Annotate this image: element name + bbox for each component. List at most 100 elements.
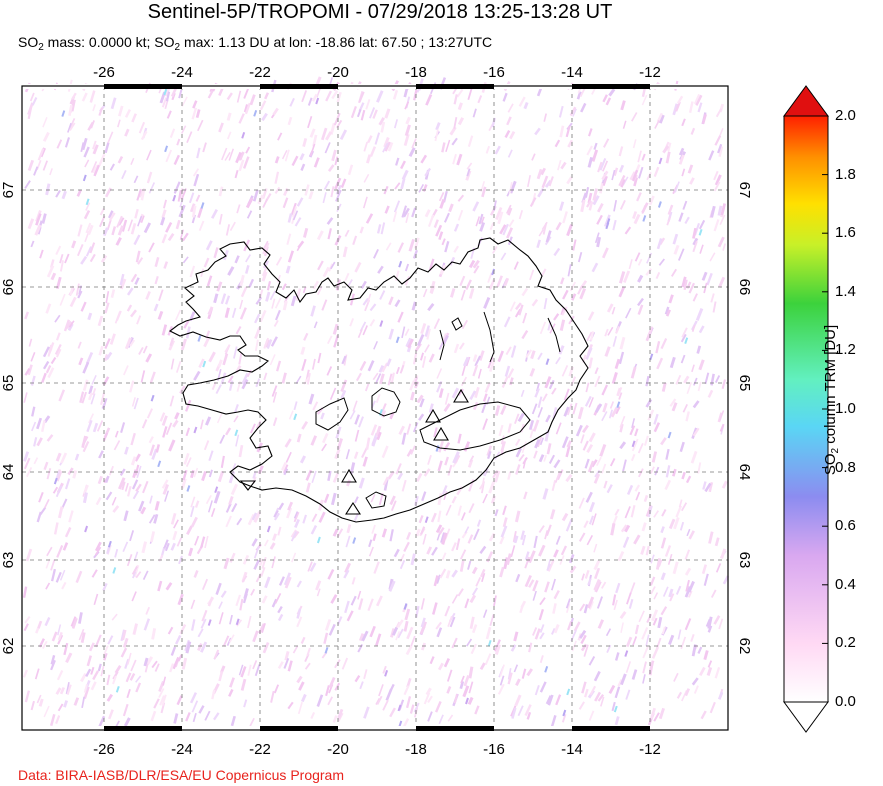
so2-pixel (41, 213, 47, 224)
so2-pixel (273, 319, 279, 327)
so2-pixel (190, 496, 196, 508)
so2-pixel (686, 381, 693, 395)
so2-pixel (457, 117, 465, 126)
so2-pixel (608, 409, 614, 419)
so2-pixel (381, 445, 389, 459)
so2-pixel (330, 261, 336, 270)
so2-pixel (580, 643, 588, 652)
so2-pixel (252, 630, 259, 643)
so2-pixel (678, 147, 685, 156)
so2-pixel (712, 301, 717, 313)
so2-pixel (616, 401, 621, 409)
so2-pixel (616, 387, 621, 397)
so2-pixel (227, 131, 232, 140)
so2-pixel (650, 466, 655, 474)
so2-pixel (548, 454, 555, 464)
so2-pixel (63, 642, 69, 656)
so2-pixel (112, 505, 120, 513)
so2-pixel (534, 628, 541, 640)
so2-pixel (195, 194, 201, 202)
so2-pixel (186, 485, 191, 492)
so2-pixel (374, 132, 381, 145)
so2-pixel (323, 180, 331, 191)
so2-pixel (699, 244, 704, 254)
so2-pixel (524, 551, 530, 561)
so2-pixel (336, 438, 343, 450)
so2-pixel (657, 201, 662, 208)
so2-pixel (714, 537, 720, 547)
so2-pixel (469, 594, 477, 604)
so2-pixel (164, 542, 170, 552)
so2-pixel (502, 223, 509, 236)
so2-pixel (145, 353, 153, 363)
so2-pixel (271, 556, 276, 569)
so2-pixel (543, 454, 548, 462)
so2-pixel (553, 313, 560, 321)
so2-pixel (537, 396, 543, 409)
so2-pixel (635, 491, 641, 501)
so2-pixel (296, 241, 304, 252)
so2-pixel (494, 451, 501, 460)
so2-pixel (242, 554, 250, 565)
so2-pixel (427, 214, 435, 227)
so2-pixel (390, 372, 395, 384)
so2-pixel (241, 378, 249, 390)
so2-pixel (38, 698, 44, 707)
so2-pixel (46, 468, 52, 480)
so2-pixel (641, 627, 649, 640)
so2-pixel (488, 481, 496, 494)
so2-pixel (81, 696, 86, 709)
so2-pixel (471, 566, 478, 575)
so2-pixel (507, 103, 514, 113)
so2-pixel (310, 435, 318, 446)
so2-pixel (427, 303, 435, 312)
so2-pixel (310, 525, 318, 535)
so2-pixel (65, 652, 73, 664)
so2-pixel (81, 137, 88, 151)
so2-pixel (371, 435, 378, 447)
so2-pixel (439, 568, 447, 579)
so2-pixel (109, 333, 116, 345)
so2-pixel (131, 113, 137, 123)
so2-pixel (99, 208, 105, 216)
so2-pixel (178, 204, 186, 218)
so2-pixel (560, 545, 568, 556)
so2-pixel (254, 339, 259, 352)
so2-pixel (34, 224, 42, 236)
so2-pixel (671, 402, 678, 412)
so2-pixel (206, 275, 213, 287)
so2-pixel (684, 337, 689, 345)
so2-pixel (80, 672, 87, 683)
so2-pixel (138, 500, 145, 512)
so2-pixel (271, 533, 278, 541)
so2-pixel (641, 153, 646, 161)
so2-pixel (300, 636, 306, 644)
so2-pixel (160, 216, 166, 226)
so2-pixel (274, 297, 282, 309)
so2-pixel (701, 113, 707, 125)
so2-pixel (378, 364, 385, 373)
so2-pixel (436, 574, 441, 584)
so2-pixel (200, 618, 207, 629)
so2-pixel (203, 257, 210, 268)
so2-pixel (142, 570, 149, 580)
so2-pixel (218, 612, 224, 625)
so2-pixel (285, 451, 292, 463)
so2-pixel (473, 265, 480, 274)
so2-pixel (611, 371, 618, 385)
so2-pixel (467, 88, 473, 100)
so2-pixel (163, 539, 169, 549)
so2-pixel (423, 468, 431, 477)
so2-pixel (484, 653, 492, 666)
so2-pixel (555, 221, 562, 231)
so2-pixel (442, 334, 449, 345)
so2-pixel (228, 148, 235, 161)
so2-pixel (261, 595, 268, 604)
lat-tick-right: 64 (736, 464, 753, 481)
so2-pixel (252, 660, 258, 670)
so2-pixel (301, 420, 309, 430)
so2-pixel (170, 358, 175, 370)
so2-pixel (328, 623, 336, 636)
so2-pixel (674, 181, 680, 193)
so2-pixel (605, 628, 612, 637)
